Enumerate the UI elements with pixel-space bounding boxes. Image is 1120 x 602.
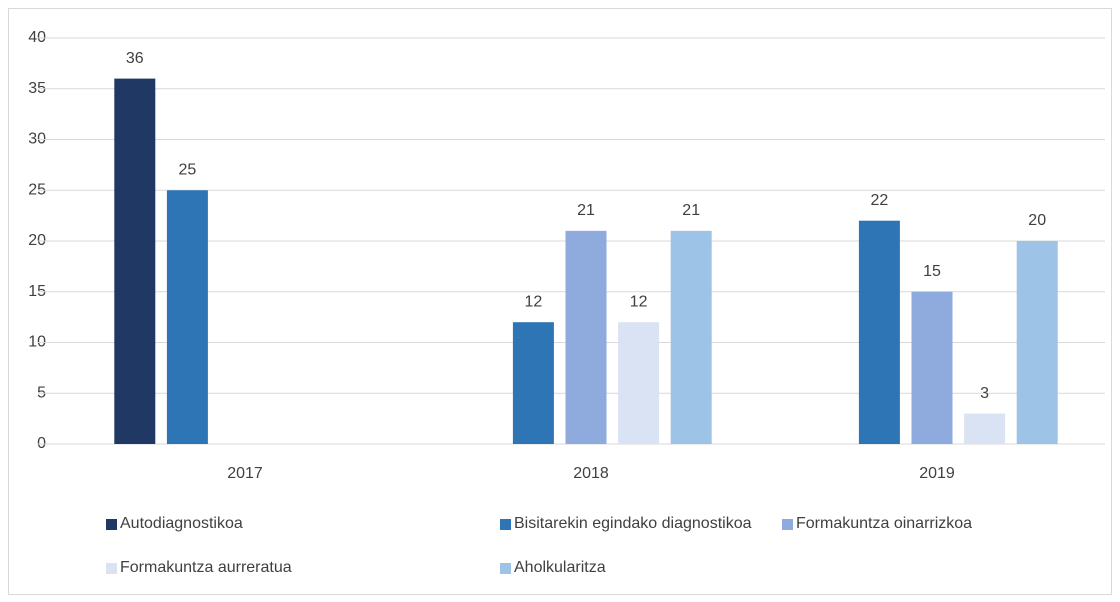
y-tick-label: 40 bbox=[28, 29, 46, 46]
y-tick-label: 10 bbox=[28, 334, 46, 351]
data-label: 3 bbox=[980, 385, 989, 402]
bar bbox=[618, 322, 660, 444]
bar bbox=[911, 291, 953, 444]
legend-swatch bbox=[106, 563, 117, 574]
legend-label: Formakuntza oinarrizkoa bbox=[796, 515, 972, 532]
data-label: 21 bbox=[682, 202, 700, 219]
y-tick-label: 30 bbox=[28, 131, 46, 148]
bar bbox=[166, 190, 208, 444]
bar bbox=[114, 78, 156, 444]
y-tick-label: 15 bbox=[28, 283, 46, 300]
legend-label: Autodiagnostikoa bbox=[120, 515, 243, 532]
bar bbox=[1016, 241, 1058, 444]
legend-label: Bisitarekin egindako diagnostikoa bbox=[514, 515, 752, 532]
data-label: 12 bbox=[525, 293, 543, 310]
legend-label: Aholkularitza bbox=[514, 559, 606, 576]
data-label: 21 bbox=[577, 202, 595, 219]
y-tick-label: 25 bbox=[28, 181, 46, 198]
bar bbox=[565, 230, 607, 444]
data-label: 36 bbox=[126, 50, 144, 67]
data-label: 12 bbox=[630, 293, 648, 310]
legend-swatch bbox=[500, 519, 511, 530]
x-tick-label: 2019 bbox=[919, 465, 955, 482]
bar bbox=[670, 230, 712, 444]
data-label: 25 bbox=[179, 161, 197, 178]
x-tick-label: 2018 bbox=[573, 465, 609, 482]
legend-swatch bbox=[106, 519, 117, 530]
bar bbox=[964, 413, 1006, 444]
y-tick-label: 35 bbox=[28, 80, 46, 97]
data-label: 20 bbox=[1028, 212, 1046, 229]
data-label: 15 bbox=[923, 263, 941, 280]
bar bbox=[512, 322, 554, 444]
y-tick-label: 20 bbox=[28, 232, 46, 249]
legend-swatch bbox=[782, 519, 793, 530]
legend-swatch bbox=[500, 563, 511, 574]
x-tick-label: 2017 bbox=[227, 465, 263, 482]
legend-label: Formakuntza aurreratua bbox=[120, 559, 292, 576]
data-label: 22 bbox=[871, 192, 889, 209]
bar bbox=[858, 220, 900, 444]
